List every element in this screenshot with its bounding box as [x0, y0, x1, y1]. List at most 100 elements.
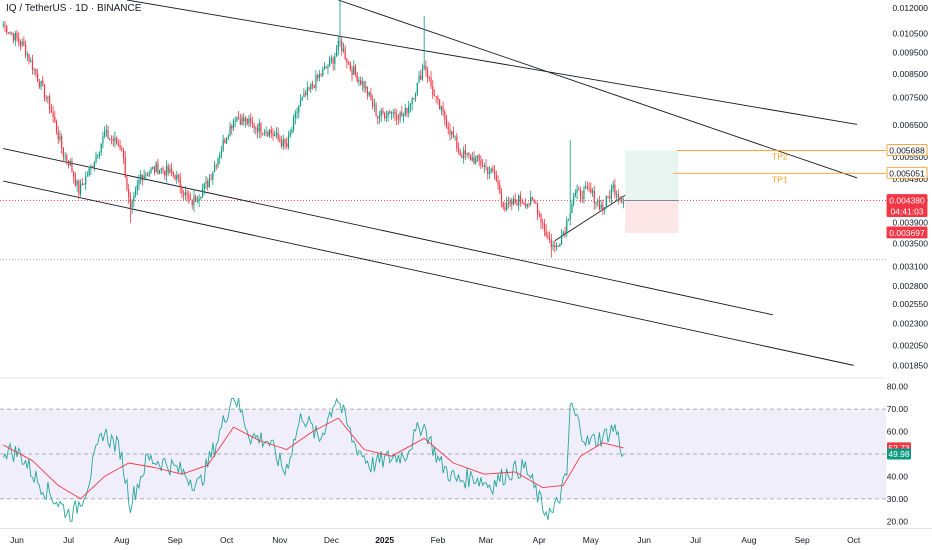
candle-body: [329, 58, 331, 66]
candle-body: [215, 165, 217, 167]
candle-body: [454, 136, 456, 138]
candle-body: [370, 92, 372, 100]
candle-body: [107, 130, 109, 139]
candle-body: [334, 56, 336, 64]
candle-body: [550, 239, 552, 247]
candle-body: [165, 165, 168, 176]
candle-body: [303, 93, 305, 98]
candle-body: [186, 192, 188, 196]
candle-body: [19, 42, 22, 46]
candle-body: [445, 119, 448, 127]
candle-body: [71, 160, 73, 172]
price-tick-label: 0.001850: [893, 360, 929, 370]
candle-body: [301, 97, 303, 101]
candle-body: [18, 38, 20, 43]
candle-body: [255, 127, 257, 129]
candle-body: [88, 168, 90, 176]
candle-body: [282, 139, 284, 147]
candle-body: [136, 185, 138, 191]
candle-body: [69, 160, 71, 166]
candle-body: [559, 244, 561, 247]
candle-body: [566, 219, 568, 234]
candle-body: [526, 203, 528, 207]
time-tick-label: Aug: [114, 535, 129, 545]
candle-body: [57, 132, 59, 140]
price-tag-stop: 0.003697: [886, 226, 928, 239]
time-tick-label: Oct: [847, 535, 861, 545]
candle-body: [286, 143, 288, 147]
candle-body: [110, 138, 113, 140]
candle-body: [246, 118, 248, 125]
candle-body: [562, 231, 564, 235]
price-tick-label: 0.002550: [893, 299, 929, 309]
candle-body: [561, 234, 563, 245]
price-tag-box: [886, 226, 928, 239]
candle-body: [122, 149, 125, 158]
candle-body: [121, 148, 123, 150]
price-tick-label: 0.007500: [893, 93, 929, 103]
candle-body: [437, 96, 439, 100]
candle-body: [375, 104, 377, 117]
candle-body: [306, 87, 308, 96]
candle-body: [402, 115, 405, 117]
rsi-ma-line: [3, 417, 624, 500]
candle-body: [152, 167, 154, 169]
candle-body: [595, 202, 597, 204]
price-tag-box: [886, 166, 928, 179]
candle-body: [93, 162, 95, 168]
time-tick-label: Jul: [690, 535, 701, 545]
candle-body: [610, 188, 613, 199]
candle-body: [578, 189, 580, 191]
candle-body: [12, 33, 15, 41]
candle-body: [64, 155, 66, 157]
candle-body: [124, 157, 126, 178]
candle-body: [554, 245, 556, 248]
candle-body: [323, 66, 326, 69]
candle-body: [318, 74, 320, 78]
candle-body: [299, 100, 302, 106]
candle-body: [542, 222, 544, 224]
time-tick-label: Sep: [167, 535, 182, 545]
candle-body: [98, 151, 101, 156]
candle-body: [112, 139, 114, 142]
candle-body: [280, 141, 283, 147]
candle-body: [239, 119, 241, 125]
candle-body: [191, 199, 193, 206]
candle-body: [52, 112, 54, 117]
candle-body: [116, 137, 118, 144]
candle-body: [167, 165, 169, 173]
rsi-tick-label: 40.00: [887, 471, 909, 481]
candle-body: [59, 136, 61, 140]
price-tick-label: 0.012000: [893, 3, 929, 13]
candle-body: [363, 81, 365, 89]
candle-body: [533, 199, 535, 203]
price-tag-label: 0.005688: [889, 146, 925, 156]
candle-body: [487, 167, 489, 174]
rsi-tag-label: 49.98: [888, 449, 910, 459]
candle-body: [203, 183, 205, 189]
candle-body: [284, 139, 286, 144]
candle-body: [502, 202, 504, 208]
candle-body: [26, 54, 28, 56]
candle-body: [189, 199, 192, 200]
candle-body: [506, 202, 508, 210]
candle-body: [212, 172, 214, 180]
price-tick-label: 0.008500: [893, 69, 929, 79]
candle-body: [305, 93, 307, 96]
candle-body: [287, 136, 290, 147]
time-tick-label: Jul: [63, 535, 74, 545]
candle-body: [11, 32, 13, 34]
candle-body: [160, 168, 162, 171]
candle-body: [141, 174, 144, 181]
candle-body: [50, 109, 52, 113]
price-tick-label: 0.010500: [893, 28, 929, 38]
candle-body: [155, 163, 157, 172]
candle-body: [356, 73, 358, 82]
candle-body: [579, 189, 582, 198]
candle-body: [21, 41, 23, 46]
candle-body: [134, 190, 137, 196]
candle-body: [399, 112, 401, 120]
candle-body: [100, 143, 102, 152]
candle-body: [385, 116, 387, 119]
